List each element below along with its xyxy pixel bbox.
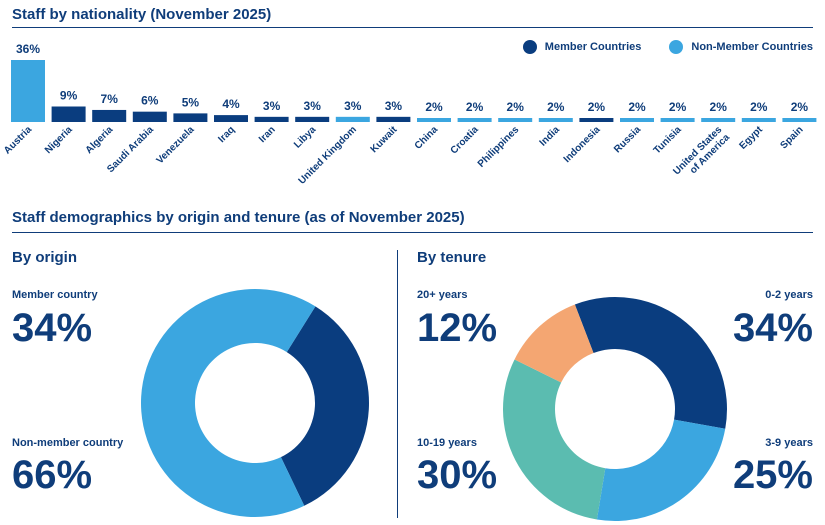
bar-4: [173, 113, 208, 122]
legend-member-label: Member Countries: [544, 41, 642, 53]
bar-10: [417, 118, 451, 122]
middle-divider: [12, 232, 813, 233]
tenure-10-19-label: 10-19 years: [417, 437, 477, 449]
bar-category-label-18: Egypt: [737, 124, 765, 152]
bar-chart-title: Staff by nationality (November 2025): [12, 6, 272, 23]
bar-category-label-1: Nigeria: [43, 124, 75, 156]
bar-category-label-16: Tunisia: [652, 124, 684, 156]
bar-value-label-11: 2%: [466, 100, 484, 114]
bar-value-label-4: 5%: [182, 95, 200, 109]
bar-7: [295, 116, 330, 122]
member-country-label: Member country: [12, 289, 98, 301]
bar-value-label-15: 2%: [628, 100, 646, 114]
tenure-10-19-pct: 30%: [417, 453, 498, 497]
bar-category-label-9: Kuwait: [369, 124, 400, 155]
bar-value-label-0: 36%: [16, 42, 40, 56]
bar-category-label-11: Croatia: [449, 124, 481, 156]
bar-value-label-7: 3%: [304, 99, 322, 113]
bar-category-label-0: Austria: [2, 124, 34, 156]
legend-nonmember: Non-Member Countries: [669, 40, 813, 54]
bar-value-label-1: 9%: [60, 89, 78, 103]
bar-2: [92, 109, 127, 122]
bar-9: [376, 116, 411, 122]
bar-6: [254, 116, 289, 122]
nonmember-country-pct: 66%: [12, 453, 93, 497]
bar-value-label-17: 2%: [710, 100, 728, 114]
bar-value-label-5: 4%: [222, 97, 240, 111]
origin-slice-0: [280, 306, 369, 506]
legend-member-swatch: [522, 40, 537, 54]
bar-16: [660, 118, 695, 122]
demographics-title: Staff demographics by origin and tenure …: [12, 209, 465, 226]
tenure-3-9-label: 3-9 years: [765, 437, 813, 449]
bar-value-label-10: 2%: [425, 100, 443, 114]
section-vertical-divider: [397, 250, 398, 518]
bar-value-label-12: 2%: [507, 100, 525, 114]
bar-3: [132, 111, 167, 122]
tenure-heading: By tenure: [417, 249, 487, 266]
bar-value-label-6: 3%: [263, 99, 281, 113]
legend-member: Member Countries: [522, 40, 642, 54]
bar-value-label-2: 7%: [101, 92, 119, 106]
tenure-0-2-label: 0-2 years: [765, 289, 813, 301]
bar-18: [741, 118, 776, 122]
tenure-20plus-pct: 12%: [417, 306, 498, 350]
origin-slice-1: [141, 289, 316, 517]
bar-value-label-3: 6%: [141, 94, 159, 108]
tenure-slice-0: [574, 297, 727, 429]
bar-category-label-12: Philippines: [476, 124, 522, 170]
bar-category-label-5: Iraq: [216, 124, 237, 145]
bar-value-label-8: 3%: [344, 99, 362, 113]
bar-17: [701, 118, 736, 122]
bar-5: [214, 115, 248, 122]
bar-14: [579, 118, 614, 122]
bar-category-label-10: China: [413, 124, 441, 152]
tenure-donut-chart: [503, 297, 727, 521]
bar-value-label-13: 2%: [547, 100, 565, 114]
bar-8: [335, 116, 370, 122]
bar-0: [11, 60, 45, 122]
legend-nonmember-swatch: [669, 40, 684, 54]
bar-1: [51, 106, 86, 122]
bar-category-label-6: Iran: [257, 124, 278, 145]
tenure-slice-3: [514, 304, 594, 383]
chart-legend: Member Countries Non-Member Countries: [495, 40, 813, 54]
bar-value-label-14: 2%: [588, 100, 606, 114]
bar-value-label-16: 2%: [669, 100, 687, 114]
bar-category-label-14: Indonesia: [562, 124, 603, 165]
top-divider: [12, 27, 813, 28]
tenure-slice-1: [596, 419, 726, 521]
tenure-0-2-pct: 34%: [732, 306, 813, 350]
bar-category-label-13: India: [538, 124, 563, 149]
bar-category-label-2: Algeria: [84, 124, 116, 156]
bar-category-label-19: Spain: [778, 124, 805, 151]
member-country-pct: 34%: [12, 306, 93, 350]
tenure-3-9-pct: 25%: [732, 453, 813, 497]
bar-19: [782, 118, 817, 122]
nonmember-country-label: Non-member country: [12, 437, 124, 449]
bar-value-label-9: 3%: [385, 99, 403, 113]
bar-12: [498, 118, 533, 122]
bar-category-label-15: Russia: [612, 124, 643, 155]
origin-heading: By origin: [12, 249, 78, 266]
legend-nonmember-label: Non-Member Countries: [691, 41, 813, 53]
bar-value-label-18: 2%: [750, 100, 768, 114]
bar-value-label-19: 2%: [791, 100, 809, 114]
origin-donut-chart: [141, 289, 369, 517]
tenure-20plus-label: 20+ years: [417, 289, 468, 301]
tenure-slice-2: [503, 359, 606, 520]
bar-category-label-7: Libya: [292, 124, 319, 151]
bar-category-label-4: Venezuela: [155, 124, 197, 166]
bar-15: [620, 118, 654, 122]
bar-13: [538, 118, 573, 122]
bar-11: [457, 118, 492, 122]
